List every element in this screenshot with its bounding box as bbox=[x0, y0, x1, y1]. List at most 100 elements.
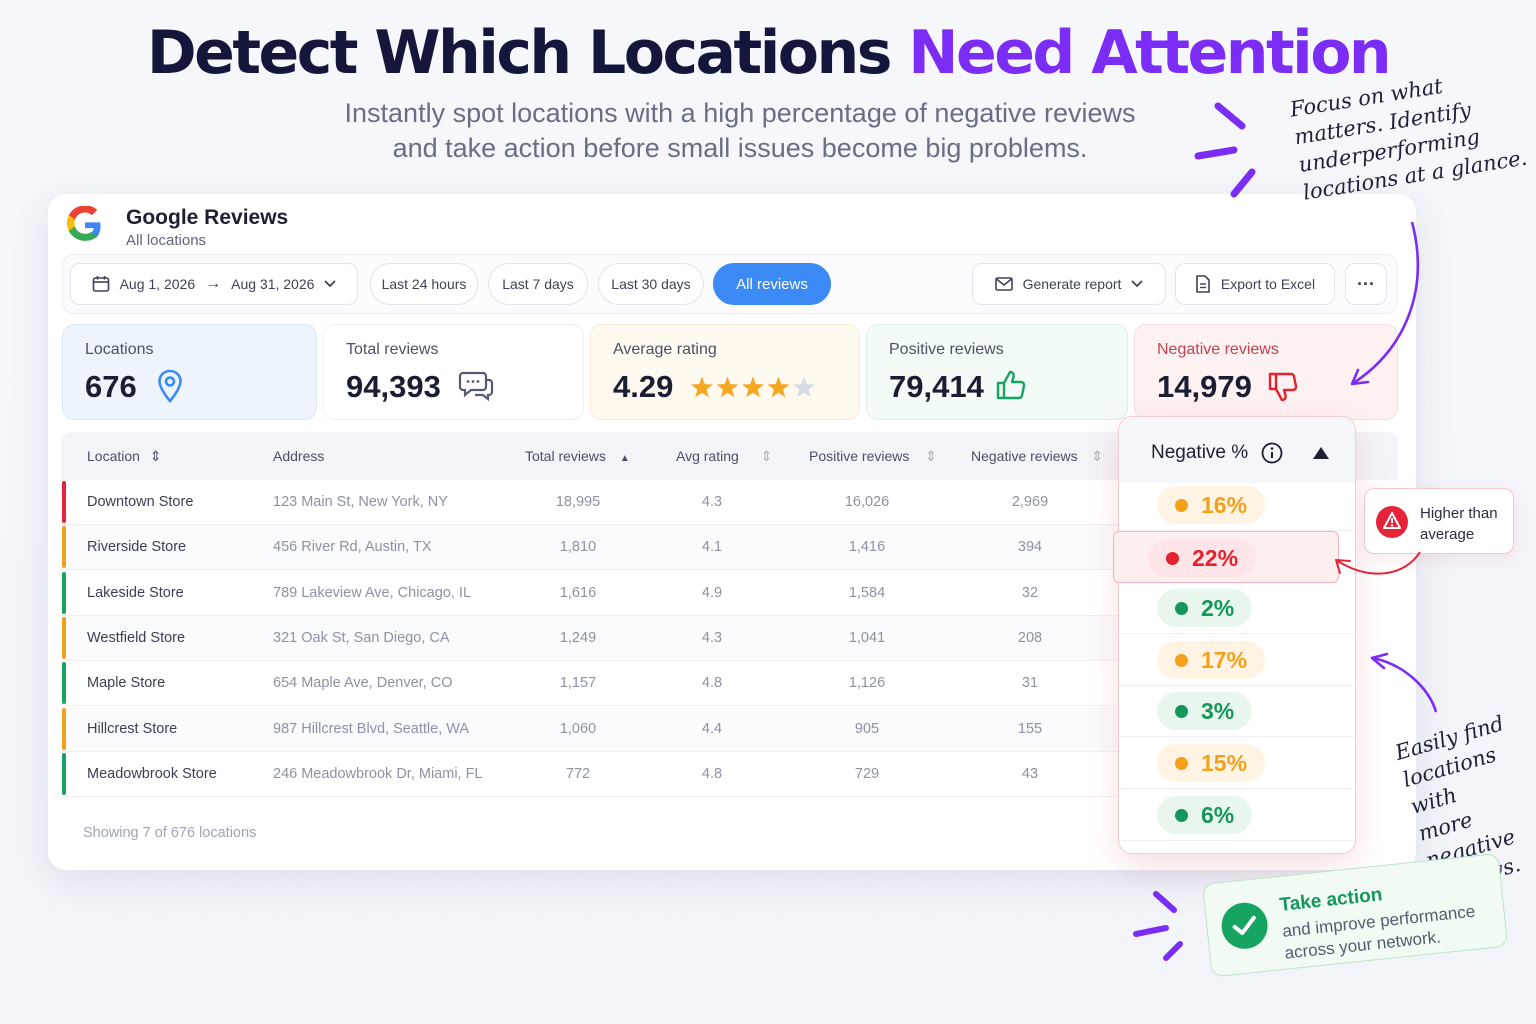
cell-negative: 31 bbox=[1021, 675, 1039, 692]
status-indicator bbox=[62, 662, 66, 705]
status-indicator bbox=[62, 526, 66, 569]
sort-icon: ⇕ bbox=[760, 448, 773, 464]
table-row[interactable]: Lakeside Store 789 Lakeview Ave, Chicago,… bbox=[62, 571, 1122, 616]
column-location[interactable]: Location ⇕ bbox=[87, 448, 162, 465]
cell-address: 246 Meadowbrook Dr, Miami, FL bbox=[273, 765, 483, 782]
google-logo-icon bbox=[66, 206, 101, 241]
generate-report-button[interactable]: Generate report bbox=[972, 263, 1166, 305]
cell-avg: 4.3 bbox=[701, 494, 723, 510]
chevron-down-icon bbox=[324, 280, 337, 288]
table-row[interactable]: Riverside Store 456 River Rd, Austin, TX 1… bbox=[62, 525, 1122, 571]
cell-address: 987 Hillcrest Blvd, Seattle, WA bbox=[273, 720, 470, 737]
cell-address: 456 River Rd, Austin, TX bbox=[273, 539, 432, 556]
sort-icon: ⇕ bbox=[925, 448, 937, 464]
range-last-24-hours[interactable]: Last 24 hours bbox=[370, 263, 478, 305]
date-to: Aug 31, 2026 bbox=[231, 276, 315, 292]
star-filled-icon bbox=[742, 376, 764, 398]
negative-percent-header[interactable]: Negative % bbox=[1119, 417, 1355, 483]
cell-address: 321 Oak St, San Diego, CA bbox=[273, 629, 450, 646]
higher-than-average-text: Higher than average bbox=[1420, 505, 1498, 543]
table-row[interactable]: Hillcrest Store 987 Hillcrest Blvd, Seatt… bbox=[62, 706, 1122, 752]
card-subtitle: All locations bbox=[126, 232, 207, 249]
star-filled-icon bbox=[767, 376, 790, 398]
cell-total: 772 bbox=[565, 765, 591, 782]
sort-icon: ⇕ bbox=[1091, 448, 1104, 464]
export-excel-button[interactable]: Export to Excel bbox=[1175, 263, 1335, 305]
column-address[interactable]: Address bbox=[273, 448, 325, 464]
stat-total-reviews: Total reviews 94,393 bbox=[323, 324, 584, 420]
cell-avg: 4.8 bbox=[701, 675, 723, 692]
info-icon[interactable] bbox=[1261, 442, 1283, 464]
cell-location: Maple Store bbox=[87, 675, 166, 692]
negative-percent-badge: 17% bbox=[1157, 640, 1266, 679]
cell-avg: 4.1 bbox=[701, 539, 723, 556]
cell-negative: 155 bbox=[1017, 720, 1043, 737]
stat-positive-reviews-label: Positive reviews bbox=[889, 341, 1004, 358]
cell-total: 1,249 bbox=[559, 629, 597, 646]
negative-percent-badge: 3% bbox=[1157, 692, 1253, 731]
column-negative-reviews[interactable]: Negative reviews ⇕ bbox=[971, 448, 1103, 465]
negative-percent-row[interactable]: 6% bbox=[1119, 789, 1355, 841]
warning-icon bbox=[1376, 506, 1408, 538]
negative-percent-row[interactable]: 3% bbox=[1119, 685, 1355, 738]
cell-location: Meadowbrook Store bbox=[87, 765, 217, 782]
thumbs-up-icon bbox=[996, 370, 1026, 400]
spark-lines-bottom bbox=[1133, 891, 1183, 961]
star-empty-icon bbox=[793, 376, 815, 398]
document-icon bbox=[1196, 275, 1210, 293]
table-row[interactable]: Downtown Store 123 Main St, New York, NY 1… bbox=[62, 480, 1122, 525]
sort-ascending-icon[interactable] bbox=[1313, 447, 1329, 459]
cell-address: 654 Maple Ave, Denver, CO bbox=[273, 675, 453, 692]
cell-address: 789 Lakeview Ave, Chicago, IL bbox=[273, 584, 472, 601]
cell-address: 123 Main St, New York, NY bbox=[273, 494, 448, 510]
status-indicator bbox=[62, 481, 66, 523]
card-title: Google Reviews bbox=[126, 206, 289, 229]
generate-report-label: Generate report bbox=[1022, 276, 1122, 292]
sort-icon: ⇕ bbox=[149, 448, 162, 464]
negative-percent-label: Negative % bbox=[1151, 442, 1249, 463]
range-all-reviews[interactable]: All reviews bbox=[713, 263, 831, 305]
hero-title-main: Detect Which Locations bbox=[146, 18, 909, 88]
cell-positive: 905 bbox=[854, 720, 880, 737]
negative-percent-column: Negative % 16% 22% 2% 17% 3% 15% 6% bbox=[1113, 416, 1356, 854]
column-total-reviews-label: Total reviews bbox=[525, 448, 606, 464]
stat-positive-reviews-value: 79,414 bbox=[889, 369, 984, 404]
spark-lines-top bbox=[1194, 102, 1256, 198]
cell-total: 1,060 bbox=[559, 720, 597, 737]
hero-title-accent: Need Attention bbox=[908, 18, 1391, 88]
status-indicator bbox=[62, 616, 66, 659]
column-total-reviews[interactable]: Total reviews ▲ bbox=[525, 448, 630, 464]
negative-percent-row[interactable]: 2% bbox=[1119, 582, 1355, 635]
hero-title: Detect Which Locations Need Attention bbox=[0, 18, 1536, 88]
take-action-callout: Take action and improve performance acro… bbox=[1202, 852, 1509, 978]
negative-percent-row[interactable]: 15% bbox=[1119, 737, 1355, 789]
negative-percent-row-highlighted[interactable]: 22% bbox=[1113, 530, 1339, 583]
star-filled-icon bbox=[716, 376, 739, 398]
stat-locations: Locations 676 bbox=[62, 324, 317, 420]
column-avg-rating[interactable]: Avg rating ⇕ bbox=[676, 448, 772, 465]
more-options-button[interactable]: ··· bbox=[1345, 263, 1387, 305]
stat-average-rating-label: Average rating bbox=[613, 341, 717, 358]
range-last-30-days[interactable]: Last 30 days bbox=[598, 263, 704, 305]
table-row[interactable]: Meadowbrook Store 246 Meadowbrook Dr, Mia… bbox=[62, 752, 1122, 797]
negative-percent-badge: 2% bbox=[1157, 589, 1253, 628]
negative-percent-row[interactable]: 17% bbox=[1119, 634, 1355, 686]
cell-total: 18,995 bbox=[555, 494, 601, 510]
range-last-7-days[interactable]: Last 7 days bbox=[488, 263, 588, 305]
column-positive-reviews[interactable]: Positive reviews ⇕ bbox=[809, 448, 937, 465]
cell-negative: 2,969 bbox=[1011, 494, 1049, 510]
higher-than-average-callout: Higher than average bbox=[1364, 488, 1514, 554]
stat-average-rating: Average rating 4.29 bbox=[590, 324, 860, 420]
date-range-picker[interactable]: Aug 1, 2026 → Aug 31, 2026 bbox=[70, 263, 358, 305]
cell-negative: 394 bbox=[1017, 539, 1043, 556]
negative-percent-badge: 22% bbox=[1148, 538, 1257, 577]
table-row[interactable]: Westfield Store 321 Oak St, San Diego, CA… bbox=[62, 615, 1122, 661]
table-row[interactable]: Maple Store 654 Maple Ave, Denver, CO 1,15… bbox=[62, 661, 1122, 707]
cell-positive: 1,416 bbox=[848, 539, 886, 556]
cell-negative: 43 bbox=[1021, 765, 1039, 782]
status-indicator bbox=[62, 571, 66, 614]
chat-bubbles-icon bbox=[458, 371, 494, 401]
export-excel-label: Export to Excel bbox=[1220, 276, 1316, 292]
cell-positive: 1,041 bbox=[848, 629, 886, 646]
negative-percent-row[interactable]: 16% bbox=[1119, 479, 1355, 531]
